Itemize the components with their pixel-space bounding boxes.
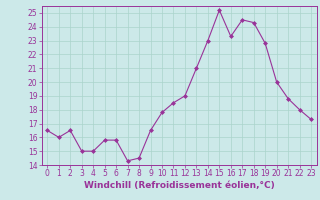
X-axis label: Windchill (Refroidissement éolien,°C): Windchill (Refroidissement éolien,°C)	[84, 181, 275, 190]
